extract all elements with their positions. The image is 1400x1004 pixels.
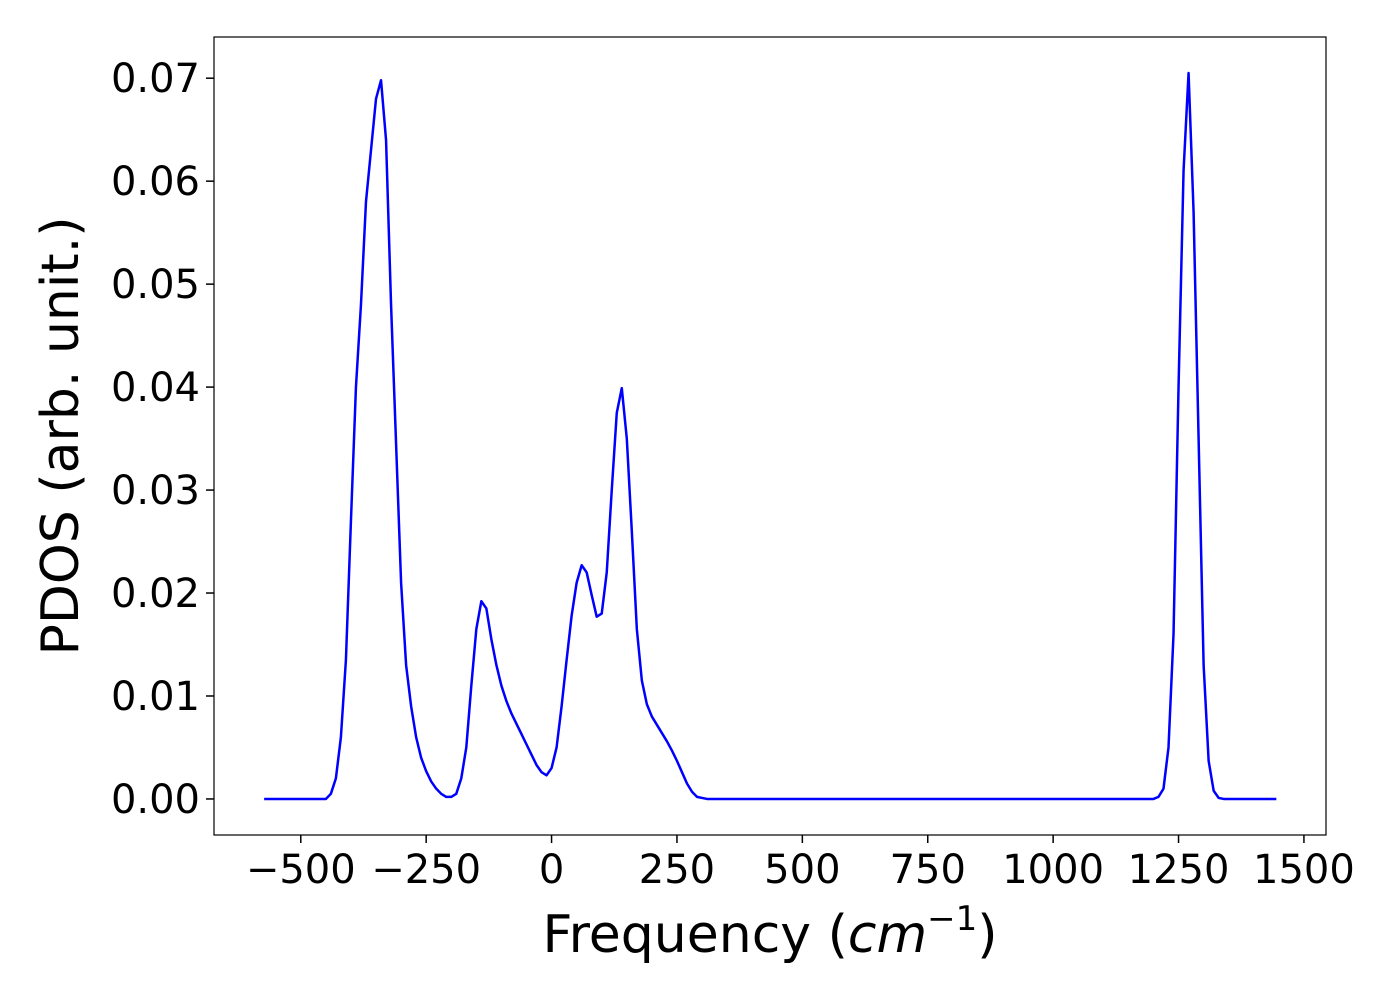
y-tick-label: 0.06 <box>111 159 200 205</box>
x-tick-label: 0 <box>539 847 564 893</box>
line <box>264 71 1277 801</box>
y-tick-label: 0.07 <box>111 56 200 102</box>
x-tick-label: 750 <box>890 847 966 893</box>
x-tick-label: −250 <box>371 847 481 893</box>
x-tick-label: −500 <box>246 847 356 893</box>
y-axis-label: PDOS (arb. unit.) <box>31 216 91 655</box>
x-tick-label: 500 <box>764 847 840 893</box>
y-tick-label: 0.04 <box>111 365 200 411</box>
y-tick-label: 0.00 <box>111 777 200 823</box>
y-tick-label: 0.01 <box>111 674 200 720</box>
x-tick-label: 1000 <box>1002 847 1104 893</box>
x-tick-label: 250 <box>639 847 715 893</box>
y-tick-label: 0.03 <box>111 468 200 514</box>
y-tick-label: 0.02 <box>111 571 200 617</box>
x-tick-label: 1500 <box>1253 847 1355 893</box>
y-tick-label: 0.05 <box>111 262 200 308</box>
x-axis-label: Frequency (cm−1) <box>542 899 997 965</box>
x-tick-label: 1250 <box>1128 847 1230 893</box>
plot-frame <box>213 36 1327 836</box>
